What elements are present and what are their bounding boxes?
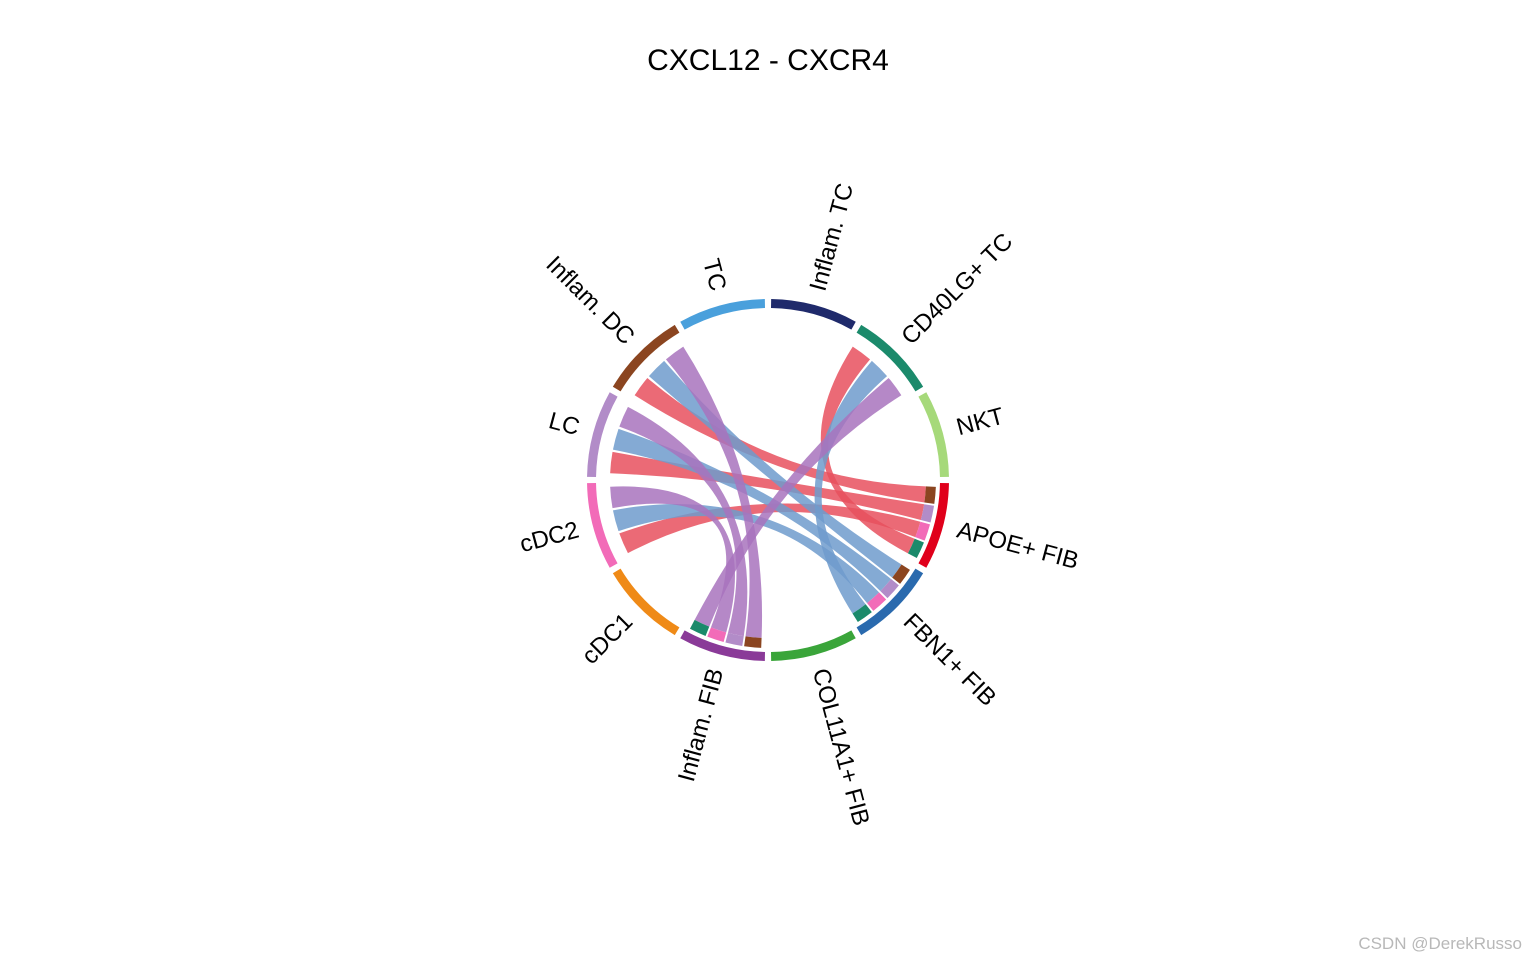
- link-stub-0: [924, 486, 936, 504]
- sector-arc-inflam-tc: [771, 299, 856, 330]
- link-stub-6: [867, 592, 887, 611]
- sector-arc-lc: [587, 392, 618, 477]
- sector-label: COL11A1+ FIB: [807, 666, 875, 829]
- sector-arc-nkt: [918, 392, 949, 477]
- link-stub-4: [892, 564, 910, 584]
- sector-arc-inflam-dc: [612, 324, 680, 392]
- sector-arc-fbn1-fib: [856, 568, 924, 636]
- link-stub-7: [852, 604, 872, 622]
- ribbon-7: [814, 360, 888, 614]
- link-stub-9: [725, 632, 744, 647]
- sector-arc-cdc1: [612, 568, 680, 636]
- ribbon-10: [610, 486, 735, 633]
- ribbon-8: [665, 346, 763, 638]
- sector-arc-apoe-fib: [918, 483, 949, 568]
- sector-arc-inflam-fib: [680, 630, 765, 661]
- link-stub-10: [707, 627, 727, 643]
- sector-arc-tc: [680, 299, 765, 330]
- ribbon-11: [694, 377, 902, 627]
- ribbon-5: [612, 428, 892, 592]
- sector-arc-col11a1-fib: [771, 630, 856, 661]
- ribbon-9: [619, 406, 748, 637]
- link-stub-5: [880, 579, 899, 599]
- sector-label: cDC2: [517, 517, 582, 559]
- sector-label: Inflam. DC: [541, 251, 640, 350]
- sector-label: FBN1+ FIB: [898, 608, 1002, 712]
- link-stubs-layer: [689, 486, 936, 648]
- sector-label: APOE+ FIB: [954, 517, 1081, 575]
- ribbons-layer: [610, 346, 926, 638]
- link-stub-3: [907, 538, 924, 559]
- sector-label: Inflam. FIB: [673, 666, 729, 785]
- link-stub-2: [915, 521, 931, 541]
- sector-label: Inflam. TC: [805, 180, 860, 293]
- sector-arc-cdc2: [587, 483, 618, 568]
- watermark: CSDN @DerekRusso: [1358, 934, 1522, 953]
- ribbon-0: [634, 377, 926, 503]
- link-stub-8: [744, 636, 762, 648]
- sector-label: CD40LG+ TC: [896, 228, 1018, 350]
- link-stub-1: [920, 504, 935, 523]
- sector-label: cDC1: [577, 608, 639, 670]
- sector-label: NKT: [954, 403, 1008, 442]
- sector-label: LC: [546, 407, 583, 441]
- sector-arcs-layer: [587, 299, 949, 661]
- chart-title: CXCL12 - CXCR4: [647, 44, 889, 77]
- link-stub-11: [689, 619, 710, 636]
- sector-arc-cd40lg-tc: [856, 324, 924, 392]
- sector-label: TC: [697, 256, 731, 294]
- ribbon-3: [820, 346, 915, 554]
